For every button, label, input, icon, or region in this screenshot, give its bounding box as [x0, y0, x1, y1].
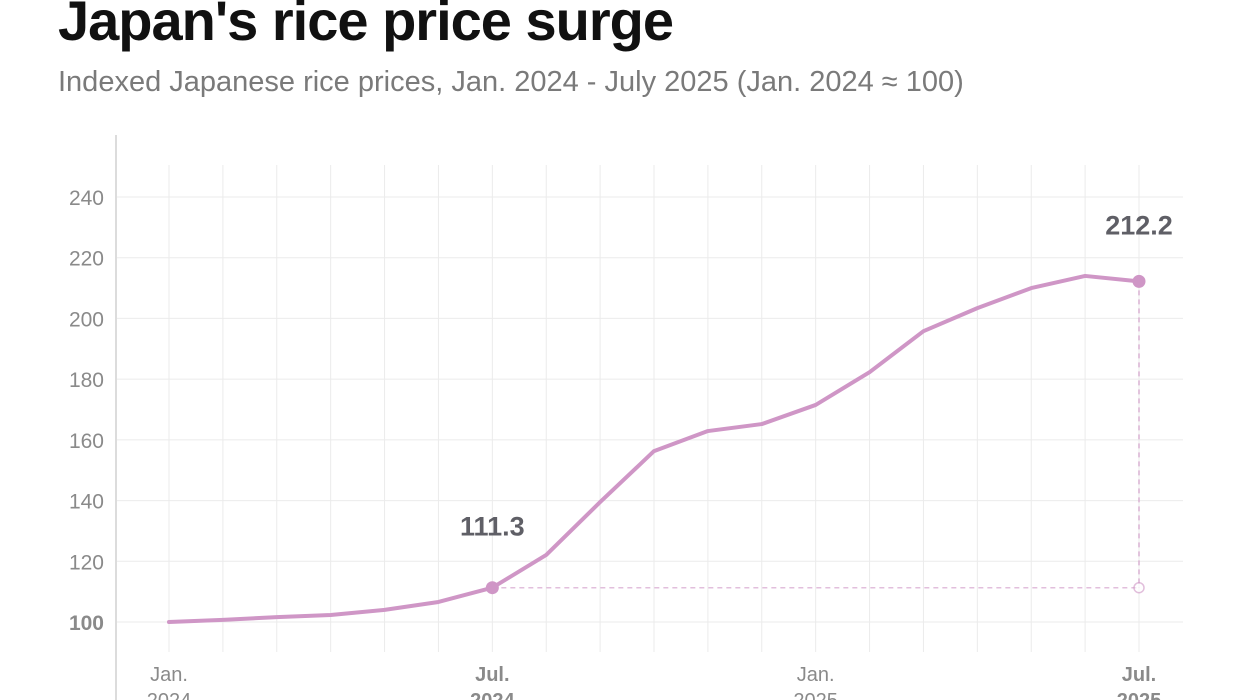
x-tick-year: 2024 [147, 690, 192, 700]
x-tick-label: Jan. [150, 664, 188, 686]
x-tick-label: Jan. [797, 664, 835, 686]
x-tick-year: 2025 [1117, 690, 1162, 700]
y-tick-label: 200 [69, 308, 104, 331]
y-tick-label: 120 [69, 551, 104, 574]
x-tick-label: Jul. [1122, 664, 1156, 686]
y-tick-label: 140 [69, 491, 104, 514]
y-tick-label: 240 [69, 187, 104, 210]
data-label: 212.2 [1105, 210, 1173, 240]
chart-title: Japan's rice price surge [58, 0, 674, 52]
data-point-marker [1132, 274, 1146, 288]
y-tick-label: 100 [69, 612, 104, 635]
y-tick-label: 220 [69, 248, 104, 271]
x-tick-year: 2024 [470, 690, 515, 700]
series-line [167, 273, 1141, 624]
data-point-marker [485, 581, 499, 595]
data-label: 111.3 [460, 512, 525, 542]
y-tick-label: 180 [69, 369, 104, 392]
reference-marker [1133, 581, 1145, 594]
x-tick-label: Jul. [475, 664, 509, 686]
y-tick-label: 160 [69, 430, 104, 453]
chart-subtitle: Indexed Japanese rice prices, Jan. 2024 … [58, 66, 964, 98]
x-tick-year: 2025 [793, 690, 838, 700]
